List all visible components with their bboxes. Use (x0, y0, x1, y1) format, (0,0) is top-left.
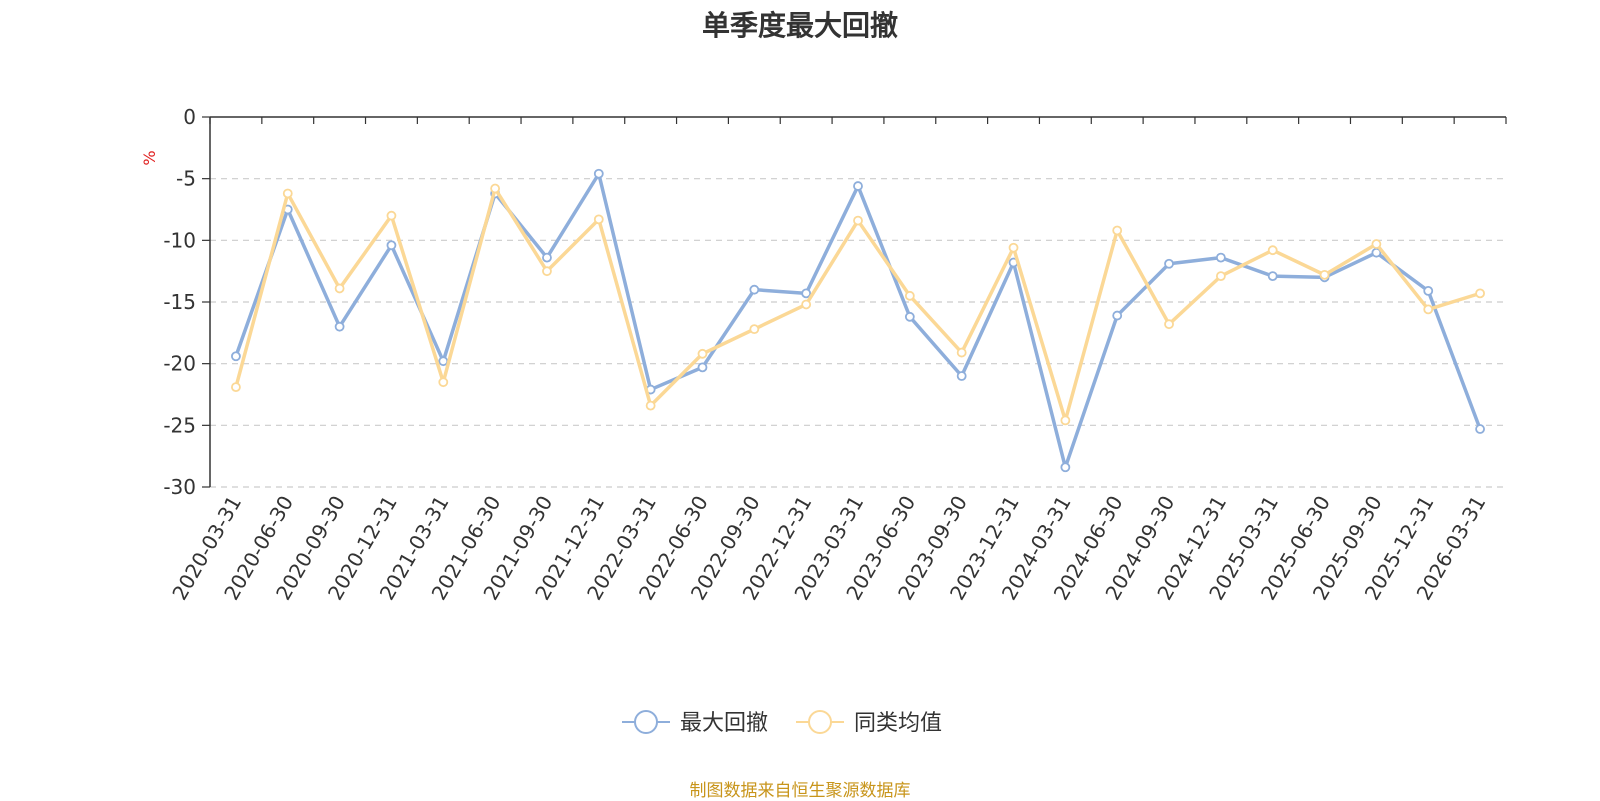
data-point[interactable] (853, 181, 863, 191)
data-point[interactable] (749, 324, 760, 335)
data-point[interactable] (1112, 225, 1123, 236)
data-point[interactable] (1267, 271, 1278, 282)
data-point[interactable] (749, 284, 760, 295)
data-point[interactable] (334, 283, 345, 294)
data-point[interactable] (438, 356, 449, 367)
data-point[interactable] (1164, 319, 1174, 330)
data-point[interactable] (1060, 415, 1071, 426)
y-tick-label: -10 (163, 228, 196, 252)
data-point[interactable] (801, 288, 812, 299)
data-point[interactable] (386, 210, 397, 221)
data-point[interactable] (1215, 271, 1226, 282)
data-point[interactable] (1475, 288, 1485, 299)
data-point[interactable] (490, 183, 501, 194)
legend-item-1[interactable]: 最大回撤 (622, 710, 768, 736)
y-axis-unit: % (140, 150, 159, 165)
data-point[interactable] (438, 377, 449, 388)
y-tick-label: -30 (163, 475, 196, 499)
y-tick-label: -5 (176, 167, 196, 191)
data-point[interactable] (593, 168, 604, 179)
data-point[interactable] (956, 371, 967, 381)
data-point[interactable] (853, 215, 863, 226)
data-point[interactable] (334, 321, 345, 332)
data-point[interactable] (1164, 258, 1174, 269)
data-point[interactable] (1060, 462, 1071, 473)
y-tick-label: 0 (183, 105, 196, 129)
legend-label: 最大回撤 (680, 711, 768, 736)
legend-marker (808, 710, 832, 734)
data-point[interactable] (593, 214, 604, 225)
legend[interactable]: 最大回撤 同类均值 (622, 710, 942, 736)
data-point[interactable] (645, 400, 656, 411)
data-point[interactable] (542, 252, 552, 263)
data-point[interactable] (1112, 310, 1123, 321)
data-point[interactable] (386, 240, 397, 251)
data-point[interactable] (1423, 285, 1434, 296)
data-point[interactable] (904, 311, 915, 322)
series-1 (231, 168, 1485, 473)
data-point[interactable] (231, 382, 241, 393)
data-point[interactable] (1008, 242, 1019, 253)
data-point[interactable] (542, 266, 552, 277)
data-point[interactable] (697, 362, 708, 373)
legend-item-2[interactable]: 同类均值 (796, 710, 942, 736)
data-point[interactable] (801, 299, 812, 310)
series-2 (231, 183, 1485, 426)
axes (202, 116, 1507, 488)
legend-label: 同类均值 (854, 711, 942, 736)
data-point[interactable] (956, 347, 967, 358)
y-tick-label: -15 (163, 290, 196, 314)
data-point[interactable] (1423, 304, 1434, 315)
x-tick-labels: 2020-03-312020-06-302020-09-302020-12-31… (167, 491, 1490, 604)
data-point[interactable] (1215, 252, 1226, 263)
series-lines (231, 168, 1485, 473)
source-note: 制图数据来自恒生聚源数据库 (689, 781, 911, 801)
y-tick-label: -20 (163, 352, 196, 376)
data-point[interactable] (231, 351, 241, 362)
data-point[interactable] (697, 348, 708, 359)
data-point[interactable] (1475, 424, 1485, 434)
legend-marker (634, 710, 658, 734)
data-point[interactable] (904, 290, 915, 301)
chart-title: 单季度最大回撤 (701, 9, 898, 42)
data-point[interactable] (1267, 245, 1278, 256)
y-tick-labels: 0 -5 -10 -15 -20 -25 -30 (163, 105, 196, 499)
data-point[interactable] (1319, 269, 1330, 280)
data-point[interactable] (282, 188, 293, 199)
data-point[interactable] (1371, 239, 1382, 249)
grid-lines (210, 178, 1506, 488)
y-tick-label: -25 (163, 413, 196, 437)
